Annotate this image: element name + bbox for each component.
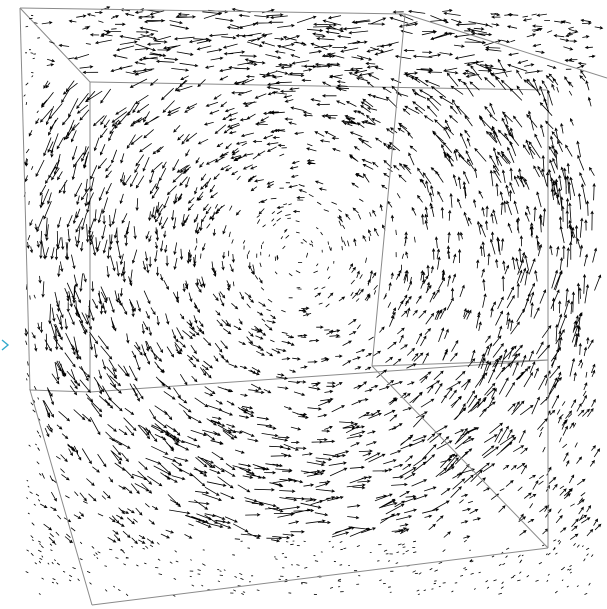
vector-arrow-glyphs [24, 7, 603, 597]
box-edge [30, 390, 90, 392]
box-edge [20, 8, 30, 390]
box-edge [92, 548, 548, 605]
box-edge [372, 366, 548, 548]
box-edge [30, 390, 92, 605]
box-edge [90, 82, 548, 90]
box-edge [20, 8, 90, 82]
box-edge [405, 14, 607, 78]
vector-arrows [24, 7, 603, 597]
edge-marker-icon [2, 340, 8, 350]
